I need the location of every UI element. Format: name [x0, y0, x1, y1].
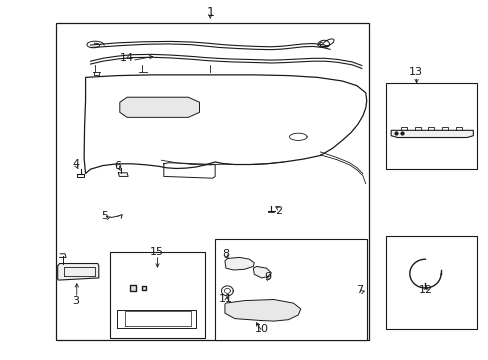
Text: 4: 4 [72, 159, 79, 169]
Text: 7: 7 [356, 285, 363, 295]
Text: 8: 8 [222, 249, 229, 259]
Polygon shape [224, 300, 300, 321]
Text: 2: 2 [275, 206, 282, 216]
Bar [110, 252, 205, 338]
Bar [56, 23, 368, 340]
Bar [386, 236, 476, 329]
Text: 5: 5 [102, 211, 108, 221]
Bar [215, 239, 366, 340]
Polygon shape [253, 266, 271, 278]
Text: 6: 6 [114, 161, 121, 171]
Text: 3: 3 [72, 296, 79, 306]
Text: 11: 11 [219, 294, 232, 304]
Text: 9: 9 [264, 272, 271, 282]
Text: 10: 10 [254, 324, 268, 334]
Polygon shape [224, 257, 254, 270]
Polygon shape [390, 130, 472, 138]
Bar [386, 83, 476, 169]
Text: 15: 15 [149, 247, 163, 257]
Text: 14: 14 [120, 53, 134, 63]
Text: 12: 12 [418, 285, 431, 295]
Text: 1: 1 [206, 6, 214, 19]
Polygon shape [84, 75, 366, 174]
Polygon shape [58, 264, 99, 280]
Text: 13: 13 [408, 67, 422, 77]
Polygon shape [120, 97, 199, 117]
